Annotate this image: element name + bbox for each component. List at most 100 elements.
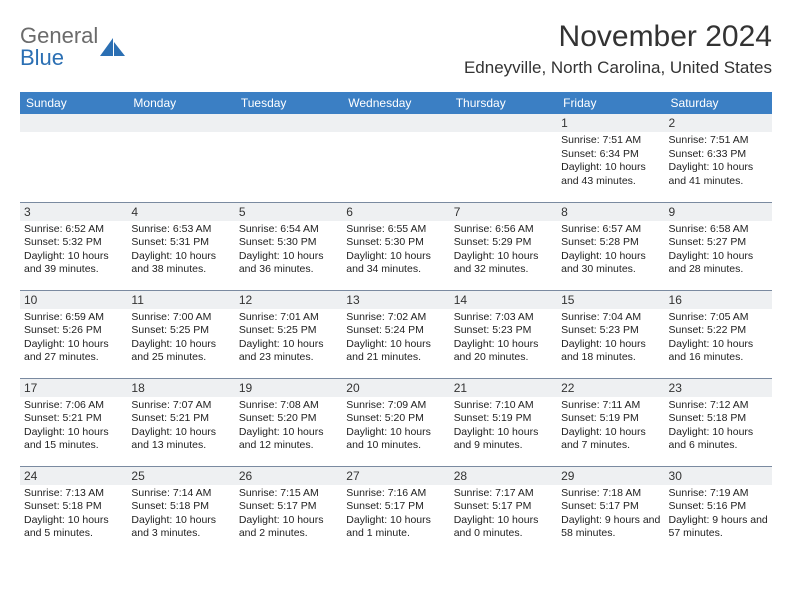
day-details: Sunrise: 7:04 AMSunset: 5:23 PMDaylight:… — [561, 311, 660, 366]
calendar-cell: 8 Sunrise: 6:57 AMSunset: 5:28 PMDaylight… — [557, 202, 664, 290]
calendar-header: SundayMondayTuesdayWednesdayThursdayFrid… — [20, 92, 772, 114]
day-number: 26 — [235, 467, 342, 485]
day-number: 11 — [127, 291, 234, 309]
dayname-friday: Friday — [557, 92, 664, 114]
calendar-cell — [235, 114, 342, 202]
day-number — [20, 114, 127, 132]
calendar-cell: 26 Sunrise: 7:15 AMSunset: 5:17 PMDayligh… — [235, 466, 342, 554]
calendar-cell: 27Sunrise: 7:16 AMSunset: 5:17 PMDayligh… — [342, 466, 449, 554]
calendar-cell: 17Sunrise: 7:06 AMSunset: 5:21 PMDayligh… — [20, 378, 127, 466]
day-details: Sunrise: 7:09 AMSunset: 5:20 PMDaylight:… — [346, 399, 445, 454]
day-number: 25 — [127, 467, 234, 485]
day-number: 21 — [450, 379, 557, 397]
calendar-week-row: 3 Sunrise: 6:52 AMSunset: 5:32 PMDaylight… — [20, 202, 772, 290]
day-number — [235, 114, 342, 132]
day-number: 2 — [665, 114, 772, 132]
day-details: Sunrise: 6:53 AMSunset: 5:31 PMDaylight:… — [131, 223, 230, 278]
day-number: 30 — [665, 467, 772, 485]
calendar-cell — [342, 114, 449, 202]
day-number: 4 — [127, 203, 234, 221]
day-details: Sunrise: 6:52 AMSunset: 5:32 PMDaylight:… — [24, 223, 123, 278]
month-title: November 2024 — [464, 20, 772, 54]
day-details: Sunrise: 7:16 AMSunset: 5:17 PMDaylight:… — [346, 487, 445, 542]
logo-sail-icon — [100, 38, 126, 58]
day-number: 23 — [665, 379, 772, 397]
calendar-cell: 10Sunrise: 6:59 AMSunset: 5:26 PMDayligh… — [20, 290, 127, 378]
calendar-body: 1Sunrise: 7:51 AMSunset: 6:34 PMDaylight… — [20, 114, 772, 554]
calendar-cell: 21 Sunrise: 7:10 AMSunset: 5:19 PMDayligh… — [450, 378, 557, 466]
calendar-cell: 12 Sunrise: 7:01 AMSunset: 5:25 PMDayligh… — [235, 290, 342, 378]
day-details: Sunrise: 6:59 AMSunset: 5:26 PMDaylight:… — [24, 311, 123, 366]
calendar-cell: 13 Sunrise: 7:02 AMSunset: 5:24 PMDayligh… — [342, 290, 449, 378]
calendar-cell: 18 Sunrise: 7:07 AMSunset: 5:21 PMDayligh… — [127, 378, 234, 466]
day-details: Sunrise: 7:07 AMSunset: 5:21 PMDaylight:… — [131, 399, 230, 454]
title-block: November 2024 Edneyville, North Carolina… — [464, 20, 772, 78]
calendar-cell: 6Sunrise: 6:55 AMSunset: 5:30 PMDaylight… — [342, 202, 449, 290]
day-details: Sunrise: 7:51 AMSunset: 6:34 PMDaylight:… — [561, 134, 660, 189]
day-details: Sunrise: 7:18 AMSunset: 5:17 PMDaylight:… — [561, 487, 660, 542]
calendar-cell: 2 Sunrise: 7:51 AMSunset: 6:33 PMDaylight… — [665, 114, 772, 202]
calendar-cell: 19Sunrise: 7:08 AMSunset: 5:20 PMDayligh… — [235, 378, 342, 466]
day-number — [127, 114, 234, 132]
dayname-saturday: Saturday — [665, 92, 772, 114]
calendar-cell: 24 Sunrise: 7:13 AMSunset: 5:18 PMDayligh… — [20, 466, 127, 554]
day-details: Sunrise: 6:55 AMSunset: 5:30 PMDaylight:… — [346, 223, 445, 278]
day-details: Sunrise: 7:02 AMSunset: 5:24 PMDaylight:… — [346, 311, 445, 366]
day-details: Sunrise: 7:13 AMSunset: 5:18 PMDaylight:… — [24, 487, 123, 542]
day-details: Sunrise: 7:14 AMSunset: 5:18 PMDaylight:… — [131, 487, 230, 542]
day-details: Sunrise: 6:54 AMSunset: 5:30 PMDaylight:… — [239, 223, 338, 278]
day-number: 12 — [235, 291, 342, 309]
dayname-thursday: Thursday — [450, 92, 557, 114]
calendar-cell: 4 Sunrise: 6:53 AMSunset: 5:31 PMDaylight… — [127, 202, 234, 290]
day-details: Sunrise: 7:15 AMSunset: 5:17 PMDaylight:… — [239, 487, 338, 542]
day-number: 9 — [665, 203, 772, 221]
day-details: Sunrise: 7:19 AMSunset: 5:16 PMDaylight:… — [669, 487, 768, 542]
brand-logo: General Blue — [20, 26, 126, 70]
day-details: Sunrise: 6:57 AMSunset: 5:28 PMDaylight:… — [561, 223, 660, 278]
day-number: 16 — [665, 291, 772, 309]
calendar-table: SundayMondayTuesdayWednesdayThursdayFrid… — [20, 92, 772, 554]
day-number: 7 — [450, 203, 557, 221]
day-details: Sunrise: 7:00 AMSunset: 5:25 PMDaylight:… — [131, 311, 230, 366]
calendar-cell: 29 Sunrise: 7:18 AMSunset: 5:17 PMDayligh… — [557, 466, 664, 554]
calendar-week-row: 10Sunrise: 6:59 AMSunset: 5:26 PMDayligh… — [20, 290, 772, 378]
calendar-cell: 30 Sunrise: 7:19 AMSunset: 5:16 PMDayligh… — [665, 466, 772, 554]
day-details: Sunrise: 7:51 AMSunset: 6:33 PMDaylight:… — [669, 134, 768, 189]
day-number: 14 — [450, 291, 557, 309]
day-details: Sunrise: 7:17 AMSunset: 5:17 PMDaylight:… — [454, 487, 553, 542]
day-number: 22 — [557, 379, 664, 397]
calendar-cell: 28 Sunrise: 7:17 AMSunset: 5:17 PMDayligh… — [450, 466, 557, 554]
day-number: 5 — [235, 203, 342, 221]
calendar-cell: 11 Sunrise: 7:00 AMSunset: 5:25 PMDayligh… — [127, 290, 234, 378]
calendar-cell: 3 Sunrise: 6:52 AMSunset: 5:32 PMDaylight… — [20, 202, 127, 290]
dayname-tuesday: Tuesday — [235, 92, 342, 114]
calendar-cell: 7Sunrise: 6:56 AMSunset: 5:29 PMDaylight… — [450, 202, 557, 290]
day-details: Sunrise: 7:06 AMSunset: 5:21 PMDaylight:… — [24, 399, 123, 454]
day-number: 29 — [557, 467, 664, 485]
day-details: Sunrise: 7:01 AMSunset: 5:25 PMDaylight:… — [239, 311, 338, 366]
dayname-monday: Monday — [127, 92, 234, 114]
day-number: 13 — [342, 291, 449, 309]
calendar-cell — [450, 114, 557, 202]
day-number: 24 — [20, 467, 127, 485]
calendar-week-row: 24 Sunrise: 7:13 AMSunset: 5:18 PMDayligh… — [20, 466, 772, 554]
day-number: 28 — [450, 467, 557, 485]
day-details: Sunrise: 6:58 AMSunset: 5:27 PMDaylight:… — [669, 223, 768, 278]
calendar-cell: 1Sunrise: 7:51 AMSunset: 6:34 PMDaylight… — [557, 114, 664, 202]
calendar-cell: 22Sunrise: 7:11 AMSunset: 5:19 PMDayligh… — [557, 378, 664, 466]
day-number: 3 — [20, 203, 127, 221]
calendar-cell: 15 Sunrise: 7:04 AMSunset: 5:23 PMDayligh… — [557, 290, 664, 378]
header-row: General Blue November 2024 Edneyville, N… — [20, 20, 772, 78]
day-details: Sunrise: 7:10 AMSunset: 5:19 PMDaylight:… — [454, 399, 553, 454]
day-number: 18 — [127, 379, 234, 397]
calendar-cell: 5 Sunrise: 6:54 AMSunset: 5:30 PMDaylight… — [235, 202, 342, 290]
day-details: Sunrise: 7:08 AMSunset: 5:20 PMDaylight:… — [239, 399, 338, 454]
day-details: Sunrise: 7:12 AMSunset: 5:18 PMDaylight:… — [669, 399, 768, 454]
calendar-cell — [20, 114, 127, 202]
calendar-cell: 16Sunrise: 7:05 AMSunset: 5:22 PMDayligh… — [665, 290, 772, 378]
calendar-cell: 25 Sunrise: 7:14 AMSunset: 5:18 PMDayligh… — [127, 466, 234, 554]
location-text: Edneyville, North Carolina, United State… — [464, 58, 772, 78]
calendar-week-row: 17Sunrise: 7:06 AMSunset: 5:21 PMDayligh… — [20, 378, 772, 466]
day-number: 15 — [557, 291, 664, 309]
day-number: 8 — [557, 203, 664, 221]
